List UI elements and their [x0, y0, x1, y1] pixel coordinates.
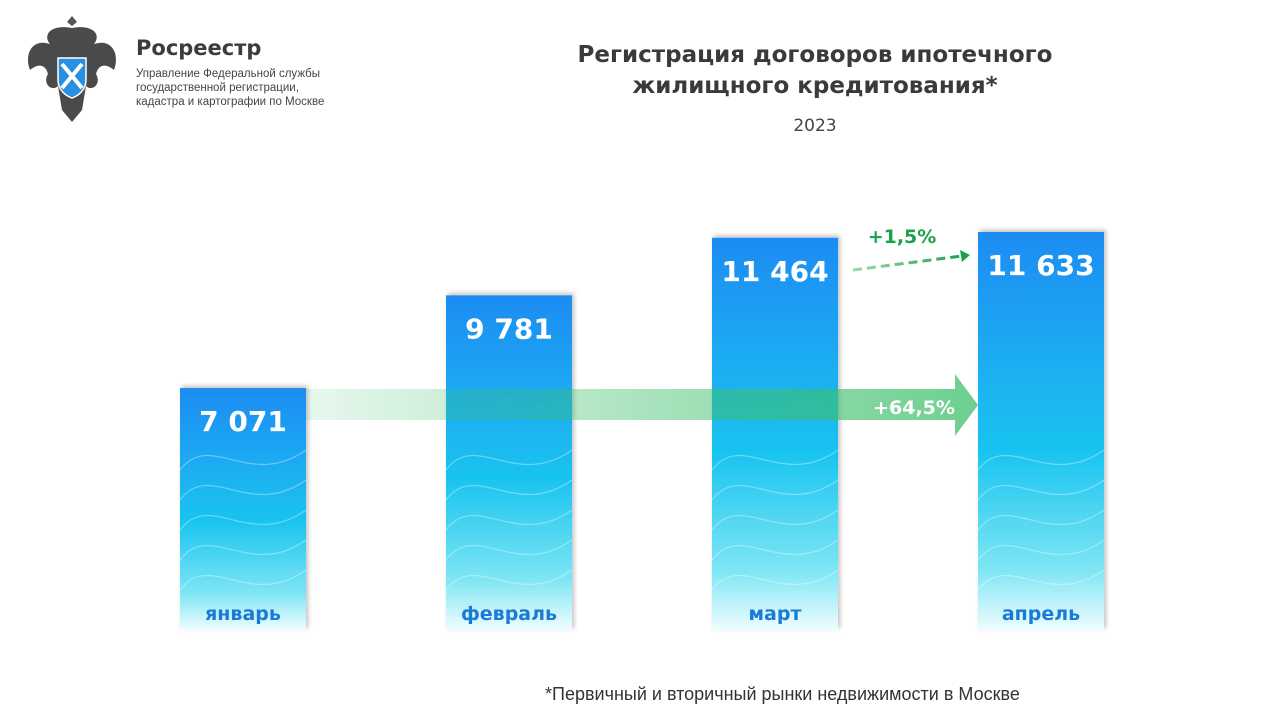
rosreestr-eagle-logo [28, 16, 116, 122]
contour-line [179, 539, 307, 561]
arrowhead-icon [960, 250, 970, 262]
category-label: апрель [1002, 603, 1080, 625]
contour-line [711, 569, 839, 591]
growth-arrow [306, 374, 978, 436]
bar-0 [180, 388, 306, 630]
contour-line [445, 509, 573, 531]
bar-2 [712, 237, 838, 631]
category-label: январь [205, 603, 281, 625]
growth-label-month: +1,5% [868, 226, 937, 248]
footnote: *Первичный и вторичный рынки недвижимост… [545, 684, 1020, 704]
category-label: март [749, 603, 802, 625]
bar-3 [978, 232, 1104, 630]
category-label: февраль [461, 603, 557, 625]
brand-name: Росреестр [136, 36, 262, 60]
contour-line [445, 449, 573, 471]
value-label: 11 464 [721, 255, 828, 288]
contour-line [977, 569, 1105, 591]
contour-line [711, 509, 839, 531]
contour-line [977, 479, 1105, 501]
value-label: 11 633 [987, 249, 1094, 282]
org-subtitle: Управление Федеральной службы государств… [136, 67, 324, 109]
dashed-arrow [852, 254, 963, 272]
contour-line [445, 479, 573, 501]
contour-line [445, 569, 573, 591]
value-label: 9 781 [465, 312, 553, 345]
subtitle-line: кадастра и картографии по Москве [136, 96, 325, 108]
chart-subtitle: 2023 [793, 116, 837, 136]
contour-line [711, 449, 839, 471]
contour-line [977, 509, 1105, 531]
contour-line [977, 539, 1105, 561]
contour-line [179, 449, 307, 471]
subtitle-line: Управление Федеральной службы [136, 68, 320, 80]
growth-label-total: +64,5% [873, 397, 955, 419]
subtitle-line: государственной регистрации, [136, 82, 299, 94]
contour-line [179, 569, 307, 591]
contour-line [977, 449, 1105, 471]
contour-line [179, 509, 307, 531]
chart-title: Регистрация договоров ипотечного жилищно… [577, 42, 1053, 99]
bar-1 [446, 295, 572, 630]
contour-line [179, 479, 307, 501]
contour-line [445, 539, 573, 561]
contour-line [711, 539, 839, 561]
value-label: 7 071 [199, 405, 287, 438]
contour-line [711, 479, 839, 501]
